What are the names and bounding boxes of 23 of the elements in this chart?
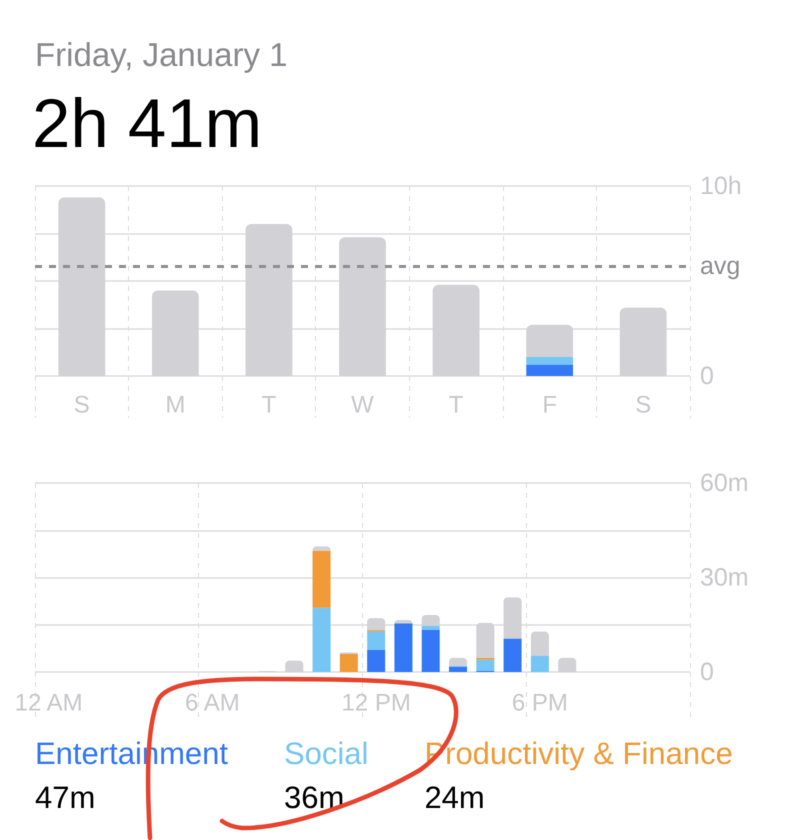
x-tick-label: T [262,392,277,418]
text: 36m [284,780,346,816]
y-tick-label: 60m [700,469,749,497]
chart-subtitle: 2h 41m [32,84,262,163]
text: 47m [35,780,96,816]
x-tick-label: 6 AM [185,690,240,716]
y-tick-label: 30m [700,564,749,592]
x-tick-label: 12 PM [341,690,411,716]
x-tick-label: T [448,392,464,418]
x-tick-label: M [165,392,186,418]
x-tick-label: S [74,392,90,418]
x-tick-label: W [351,392,374,418]
x-tick-label: 6 PM [512,690,568,716]
chart-title: Friday, January 1 [35,36,288,74]
y-tick-label: 0 [700,658,714,686]
x-tick-label: 12 AM [14,690,83,716]
text: 24m [424,780,486,816]
text: Social [284,736,368,772]
y-tick-label: 10h [700,172,742,200]
ref-line-label: avg [700,252,740,280]
y-tick-label: 0 [700,362,714,390]
x-tick-label: S [635,392,652,418]
x-tick-label: F [542,392,557,418]
